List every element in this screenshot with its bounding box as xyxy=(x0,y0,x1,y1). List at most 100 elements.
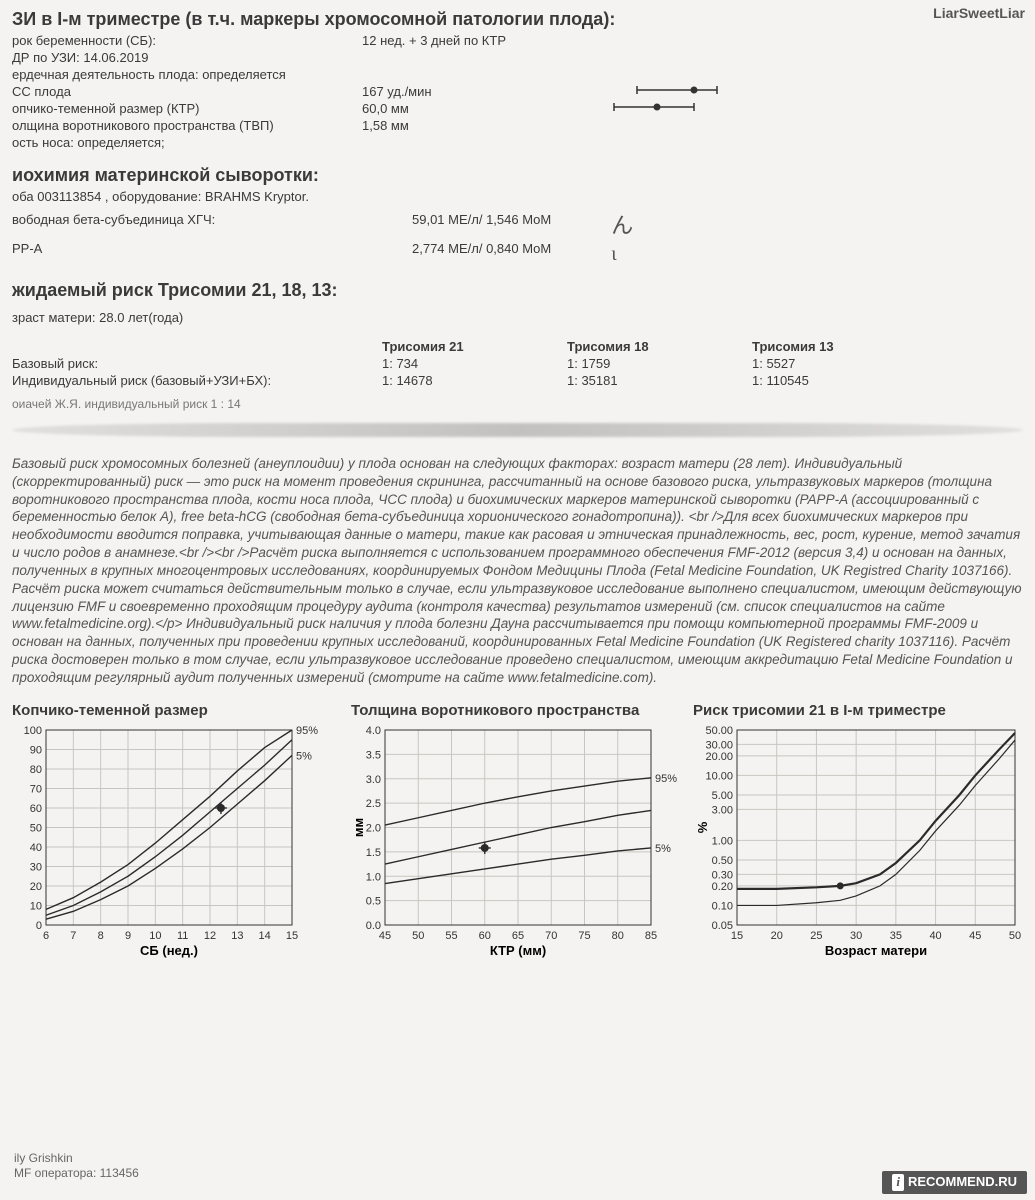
watermark-top: LiarSweetLiar xyxy=(933,4,1025,22)
base-risk-t18: 1: 1759 xyxy=(567,356,752,373)
svg-text:9: 9 xyxy=(125,930,131,942)
scan-smudge xyxy=(12,423,1023,437)
svg-text:35: 35 xyxy=(890,930,902,942)
papp-value: 2,774 МЕ/л/ 0,840 МоМ xyxy=(412,241,551,267)
ktr-value: 60,0 мм xyxy=(362,101,409,118)
tvp-label: олщина воротникового пространства (ТВП) xyxy=(12,118,362,135)
base-risk-t13: 1: 5527 xyxy=(752,356,937,373)
svg-text:3.5: 3.5 xyxy=(366,749,381,761)
ind-risk-t21: 1: 14678 xyxy=(382,373,567,390)
svg-text:12: 12 xyxy=(204,930,216,942)
svg-text:%: % xyxy=(695,821,710,833)
svg-text:4.0: 4.0 xyxy=(366,725,381,737)
handwriting-2: ι xyxy=(611,241,616,267)
svg-text:30: 30 xyxy=(30,862,42,874)
uzi-date: ДР по УЗИ: 14.06.2019 xyxy=(12,50,1023,67)
svg-text:8: 8 xyxy=(98,930,104,942)
svg-text:40: 40 xyxy=(929,930,941,942)
chart-risk-svg: 15202530354045500.050.100.200.300.501.00… xyxy=(693,724,1023,959)
chss-value: 167 уд./мин xyxy=(362,84,432,101)
srok-value: 12 нед. + 3 дней по КТР xyxy=(362,33,506,50)
svg-text:55: 55 xyxy=(445,930,457,942)
gauge-ktr xyxy=(609,101,699,118)
svg-text:5%: 5% xyxy=(296,750,312,762)
risk-col-t21: Трисомия 21 xyxy=(382,339,567,356)
svg-text:80: 80 xyxy=(612,930,624,942)
svg-text:70: 70 xyxy=(545,930,557,942)
section-risk: жидаемый риск Трисомии 21, 18, 13: зраст… xyxy=(12,279,1023,438)
svg-text:1.5: 1.5 xyxy=(366,847,381,859)
svg-text:1.0: 1.0 xyxy=(366,871,381,883)
svg-text:75: 75 xyxy=(578,930,590,942)
ind-risk-t18: 1: 35181 xyxy=(567,373,752,390)
svg-text:40: 40 xyxy=(30,842,42,854)
svg-text:50: 50 xyxy=(412,930,424,942)
svg-text:25: 25 xyxy=(810,930,822,942)
hcg-value: 59,01 МЕ/л/ 1,546 МоМ xyxy=(412,212,551,241)
ind-risk-label: Индивидуальный риск (базовый+УЗИ+БХ): xyxy=(12,373,382,390)
svg-text:100: 100 xyxy=(24,725,42,737)
chart-ktr-title: Копчико-теменной размер xyxy=(12,701,339,721)
svg-text:60: 60 xyxy=(30,803,42,815)
chart-ktr: Копчико-теменной размер 6789101112131415… xyxy=(12,701,339,960)
maternal-age: зраст матери: 28.0 лет(года) xyxy=(12,310,1023,327)
risk-title: жидаемый риск Трисомии 21, 18, 13: xyxy=(12,279,1023,302)
watermark-bottom-text: RECOMMEND.RU xyxy=(908,1174,1017,1191)
chart-tvp: Толщина воротникового пространства 45505… xyxy=(351,701,681,960)
svg-text:45: 45 xyxy=(969,930,981,942)
svg-text:80: 80 xyxy=(30,764,42,776)
svg-text:6: 6 xyxy=(43,930,49,942)
svg-text:0.0: 0.0 xyxy=(366,920,381,932)
svg-text:10: 10 xyxy=(149,930,161,942)
gauge-chss xyxy=(632,84,722,101)
svg-text:1.00: 1.00 xyxy=(712,836,733,848)
hcg-label: вободная бета-субъединица ХГЧ: xyxy=(12,212,412,241)
srok-label: рок беременности (СБ): xyxy=(12,33,362,50)
svg-text:Возраст матери: Возраст матери xyxy=(825,943,927,958)
equipment: оба 003113854 , оборудование: BRAHMS Kry… xyxy=(12,189,1023,206)
chart-ktr-svg: 6789101112131415010203040506070809010095… xyxy=(12,724,322,959)
svg-text:3.0: 3.0 xyxy=(366,774,381,786)
risk-table: Трисомия 21 Трисомия 18 Трисомия 13 Базо… xyxy=(12,339,1023,390)
svg-text:95%: 95% xyxy=(296,725,318,737)
base-risk-t21: 1: 734 xyxy=(382,356,567,373)
tvp-value: 1,58 мм xyxy=(362,118,409,135)
handwriting-1: ん xyxy=(611,212,633,241)
svg-text:5.00: 5.00 xyxy=(712,790,733,802)
svg-text:14: 14 xyxy=(259,930,271,942)
svg-text:50: 50 xyxy=(30,823,42,835)
svg-text:30.00: 30.00 xyxy=(705,740,733,752)
section-uzi: ЗИ в I-м триместре (в т.ч. маркеры хромо… xyxy=(12,8,1023,152)
chss-label: СС плода xyxy=(12,84,362,101)
svg-text:15: 15 xyxy=(286,930,298,942)
nose-bone: ость носа: определяется; xyxy=(12,135,1023,152)
svg-text:50.00: 50.00 xyxy=(705,725,733,737)
watermark-icon: i xyxy=(892,1174,904,1191)
charts-row: Копчико-теменной размер 6789101112131415… xyxy=(12,701,1023,960)
uzi-title: ЗИ в I-м триместре (в т.ч. маркеры хромо… xyxy=(12,8,1023,31)
heart-activity: ердечная деятельность плода: определяетс… xyxy=(12,67,1023,84)
svg-text:90: 90 xyxy=(30,745,42,757)
svg-text:0.50: 0.50 xyxy=(712,855,733,867)
risk-col-blank xyxy=(12,339,382,356)
svg-text:70: 70 xyxy=(30,784,42,796)
section-bio: иохимия материнской сыворотки: оба 00311… xyxy=(12,164,1023,267)
chart-tvp-title: Толщина воротникового пространства xyxy=(351,701,681,721)
risk-col-t18: Трисомия 18 xyxy=(567,339,752,356)
svg-text:13: 13 xyxy=(231,930,243,942)
ind-risk-t13: 1: 110545 xyxy=(752,373,937,390)
svg-text:95%: 95% xyxy=(655,773,677,785)
bio-title: иохимия материнской сыворотки: xyxy=(12,164,1023,187)
svg-text:5%: 5% xyxy=(655,843,671,855)
svg-text:СБ (нед.): СБ (нед.) xyxy=(140,943,198,958)
svg-text:0.20: 0.20 xyxy=(712,881,733,893)
explanation-text: Базовый риск хромосомных болезней (анеуп… xyxy=(12,455,1023,687)
svg-text:0.5: 0.5 xyxy=(366,896,381,908)
svg-text:85: 85 xyxy=(645,930,657,942)
ktr-label: опчико-теменной размер (КТР) xyxy=(12,101,362,118)
svg-text:0.10: 0.10 xyxy=(712,901,733,913)
svg-text:20: 20 xyxy=(30,881,42,893)
svg-text:20.00: 20.00 xyxy=(705,751,733,763)
footer-operator: MF оператора: 113456 xyxy=(14,1166,139,1182)
svg-text:0.05: 0.05 xyxy=(712,920,733,932)
